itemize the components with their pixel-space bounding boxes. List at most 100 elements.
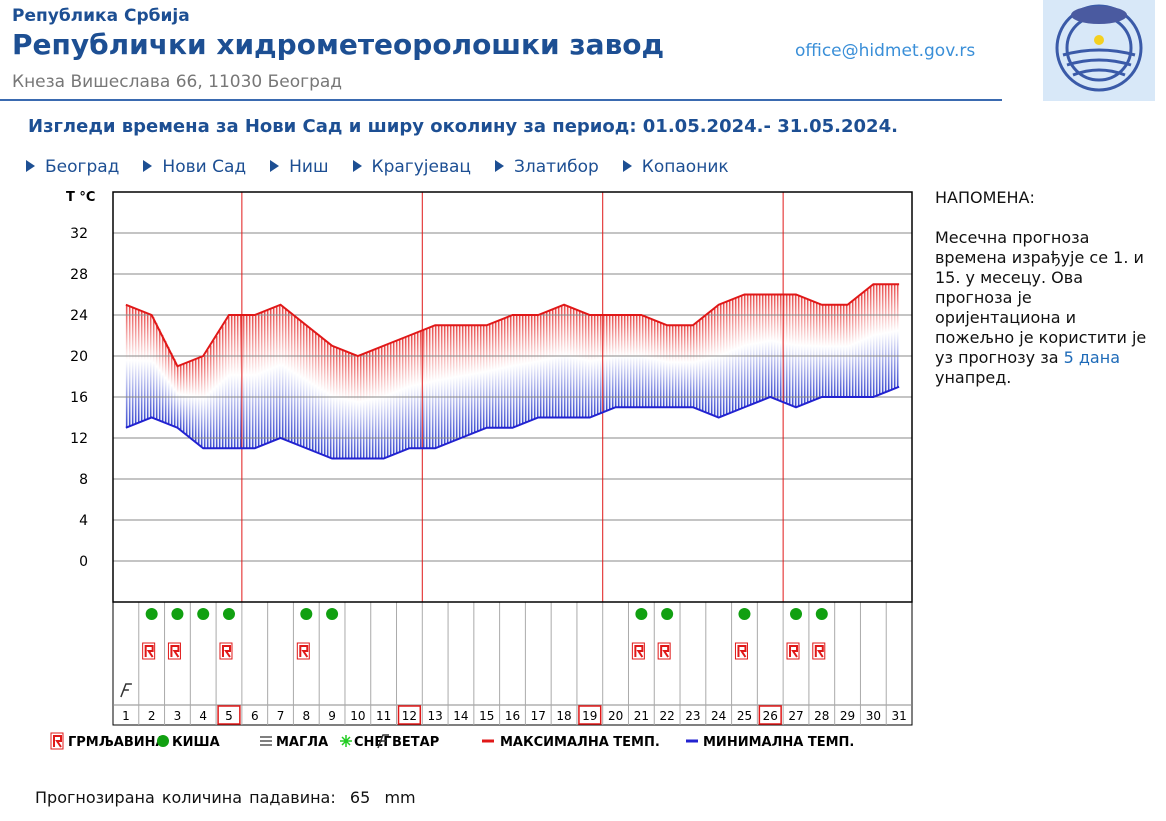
nav-link[interactable]: Копаоник bbox=[623, 157, 729, 177]
temp-band bbox=[554, 308, 557, 418]
y-tick-label: 28 bbox=[70, 267, 88, 283]
temp-band bbox=[401, 338, 404, 452]
storm-glyph bbox=[789, 645, 799, 658]
temp-band bbox=[635, 315, 638, 408]
y-axis-label: T °C bbox=[66, 190, 95, 205]
temp-band bbox=[299, 320, 302, 446]
temp-band bbox=[779, 294, 782, 401]
temp-band bbox=[569, 307, 572, 418]
temp-band bbox=[470, 325, 473, 435]
temp-band bbox=[647, 317, 650, 408]
storm-glyph bbox=[634, 645, 644, 658]
nav-link[interactable]: Крагујевац bbox=[353, 157, 471, 177]
temp-band bbox=[728, 300, 731, 414]
day-label: 14 bbox=[453, 709, 468, 723]
nav-link[interactable]: Ниш bbox=[270, 157, 328, 177]
email[interactable]: office@hidmet.gov.rs bbox=[795, 41, 976, 61]
temp-band bbox=[443, 325, 446, 445]
temp-band bbox=[320, 336, 323, 455]
temp-band bbox=[218, 331, 221, 449]
storm-box bbox=[50, 732, 64, 750]
temp-band bbox=[602, 315, 605, 413]
temp-band bbox=[854, 298, 857, 397]
temp-band bbox=[254, 314, 257, 449]
day-box bbox=[758, 705, 782, 725]
temp-band bbox=[419, 331, 422, 449]
temp-band bbox=[386, 344, 389, 458]
day-label: 27 bbox=[788, 709, 803, 723]
temp-band bbox=[782, 294, 785, 403]
day-box bbox=[578, 705, 602, 725]
temp-band bbox=[380, 346, 383, 459]
temp-band bbox=[353, 354, 356, 459]
temp-band bbox=[506, 317, 509, 428]
temp-band bbox=[563, 304, 566, 418]
temp-band bbox=[806, 298, 809, 403]
temp-band bbox=[161, 335, 164, 422]
day-label: 31 bbox=[891, 709, 906, 723]
nav-link[interactable]: Нови Сад bbox=[143, 157, 246, 177]
temp-band bbox=[884, 284, 887, 393]
nav-link[interactable]: Београд bbox=[26, 157, 119, 177]
temp-band bbox=[344, 350, 347, 459]
temp-band bbox=[224, 321, 227, 449]
temp-band bbox=[599, 315, 602, 414]
precipitation: Прогнозирана количина падавина: 65 mm bbox=[35, 788, 416, 807]
temp-band bbox=[221, 326, 224, 449]
day-label: 9 bbox=[328, 709, 336, 723]
temp-band bbox=[788, 294, 791, 405]
temp-band bbox=[572, 308, 575, 418]
rain-icon bbox=[222, 608, 235, 620]
temp-band bbox=[212, 340, 215, 449]
temp-band bbox=[215, 335, 218, 449]
storm-box bbox=[786, 642, 800, 660]
temp-band bbox=[341, 349, 344, 459]
temp-band bbox=[305, 324, 308, 449]
temp-band bbox=[578, 310, 581, 418]
storm-icon bbox=[167, 642, 181, 660]
day-label: 2 bbox=[148, 709, 156, 723]
temp-band bbox=[530, 315, 533, 421]
storm-box bbox=[812, 642, 826, 660]
temp-band bbox=[257, 313, 260, 448]
nav-link[interactable]: Златибор bbox=[495, 157, 599, 177]
temp-band bbox=[356, 355, 359, 459]
temp-band bbox=[773, 294, 776, 399]
day-label: 6 bbox=[251, 709, 259, 723]
temp-band bbox=[269, 308, 272, 443]
legend-label: МИНИМАЛНА ТЕМП. bbox=[703, 735, 854, 750]
temp-band bbox=[857, 296, 860, 397]
temp-band bbox=[872, 284, 875, 397]
temp-band bbox=[464, 325, 467, 437]
temp-band bbox=[296, 317, 299, 445]
storm-icon bbox=[734, 642, 748, 660]
temp-band bbox=[332, 346, 335, 459]
legend-label: ГРМЉАВИНА bbox=[68, 735, 166, 750]
temp-band bbox=[236, 315, 239, 449]
temp-band bbox=[416, 332, 419, 449]
temp-band bbox=[521, 315, 524, 425]
day-label: 3 bbox=[174, 709, 182, 723]
temp-band bbox=[836, 304, 839, 397]
day-label: 30 bbox=[866, 709, 881, 723]
temp-band bbox=[668, 325, 671, 408]
temp-band bbox=[758, 294, 761, 402]
temp-band bbox=[440, 325, 443, 446]
temp-band bbox=[746, 294, 749, 407]
temp-band bbox=[566, 305, 569, 418]
legend-label: МАКСИМАЛНА ТЕМП. bbox=[500, 735, 660, 750]
temp-band bbox=[701, 318, 704, 411]
temp-band bbox=[317, 334, 320, 453]
temp-band bbox=[152, 317, 155, 418]
rain-icon bbox=[157, 735, 169, 747]
storm-glyph bbox=[737, 645, 747, 658]
rain-icon bbox=[661, 608, 674, 620]
temp-band bbox=[797, 295, 800, 407]
note-link[interactable]: 5 дана bbox=[1063, 348, 1120, 367]
y-tick-label: 4 bbox=[79, 513, 88, 529]
temp-band bbox=[137, 309, 140, 423]
wind-icon bbox=[120, 683, 132, 698]
temp-band bbox=[626, 315, 629, 408]
temp-band bbox=[650, 318, 653, 408]
